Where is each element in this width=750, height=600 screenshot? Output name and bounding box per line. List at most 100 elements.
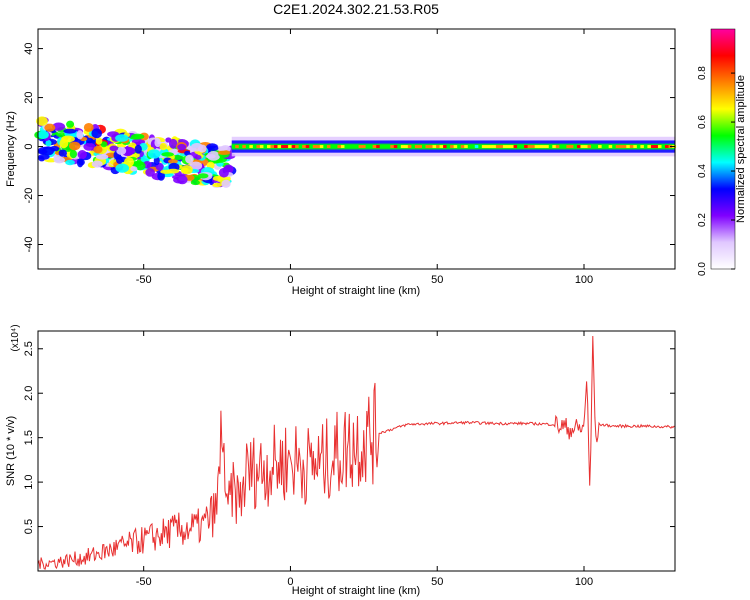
heatmap-cell [161,152,174,157]
heatmap-cell [263,145,268,149]
heatmap-cell [608,145,613,149]
heatmap-cell [323,145,328,149]
heatmap-cell [485,145,490,149]
colorbar-label: Normalized spectral amplitude [735,75,747,223]
heatmap-cell [235,145,240,149]
heatmap-cell [337,145,342,149]
colorbar-ticks: 0.0 0.2 0.4 0.6 0.8 [697,66,735,276]
heatmap-cell [176,175,188,185]
heatmap-cell [478,145,483,149]
figure-title: C2E1.2024.302.21.53.R05 [273,1,439,17]
snr-x-tick-label: 100 [575,576,593,588]
heatmap-cell [147,149,161,159]
heatmap-cell [93,145,103,154]
heatmap-cell [330,145,335,149]
heatmap-cell [36,116,48,126]
heatmap-cell [665,145,670,149]
heatmap-cell [654,145,659,149]
heatmap-x-tick-label: 0 [287,274,293,286]
snr-x-axis-label: Height of straight line (km) [292,585,420,597]
colorbar-bar [710,28,736,270]
heatmap-x-ticks: -50 0 50 100 [136,29,593,286]
heatmap-cell [65,159,75,166]
heatmap-cell [38,153,50,160]
heatmap-cell [295,145,300,149]
heatmap-cell [527,145,532,149]
heatmap-cell [633,145,638,149]
heatmap-cell [383,145,388,149]
heatmap-y-tick-label: 20 [23,91,35,103]
heatmap-cell [647,145,652,149]
heatmap-cell [562,145,567,149]
snr-y-tick-label: 1.0 [23,474,35,489]
heatmap-cell [266,145,271,149]
heatmap-x-tick-label: 50 [431,274,443,286]
heatmap-cell [661,145,666,149]
heatmap-cell [615,145,620,149]
heatmap-cell [362,145,367,149]
snr-series-line [37,335,676,570]
heatmap-cells [34,116,677,188]
snr-x-tick-label: 50 [431,576,443,588]
snr-y-tick-label: 2.0 [23,386,35,401]
heatmap-cell [429,145,434,149]
heatmap-cell [626,145,631,149]
heatmap-cell [134,144,142,154]
heatmap-cell [133,152,140,158]
heatmap-cell [270,145,275,149]
heatmap-cell [467,145,472,149]
heatmap-cell [305,145,310,149]
heatmap-panel: -50 0 50 100 -40 -20 0 20 40 Height of straight… [5,28,677,297]
heatmap-cell [636,145,641,149]
heatmap-cell [400,145,405,149]
heatmap-cell [584,145,588,149]
heatmap-frame [37,28,676,270]
snr-y-ticks: 0.5 1.0 1.5 2.0 2.5 [23,341,675,534]
heatmap-cell [59,138,69,149]
heatmap-cell [52,122,66,131]
heatmap-cell [640,145,645,149]
heatmap-cell [91,128,103,139]
heatmap-cell [116,146,127,156]
heatmap-cell [63,128,77,134]
heatmap-cell [492,145,497,149]
snr-x-tick-label: -50 [136,576,152,588]
heatmap-cell [502,145,507,149]
heatmap-cell [298,145,303,149]
heatmap-cell [598,145,603,149]
heatmap-cell [411,145,416,149]
heatmap-cell [453,145,458,149]
heatmap-cell [37,130,49,139]
colorbar: 0.0 0.2 0.4 0.6 0.8 Normalized spectral ampl… [697,28,747,276]
heatmap-cell [309,145,314,149]
heatmap-cell [436,145,441,149]
heatmap-cell [168,138,178,149]
heatmap-cell [555,145,560,149]
heatmap-cell [130,133,145,140]
snr-x-tick-label: 0 [287,576,293,588]
heatmap-cell [566,145,571,149]
heatmap-cell [189,161,203,171]
heatmap-cell [166,168,180,174]
heatmap-cell [44,123,56,132]
heatmap-cell [576,145,581,149]
heatmap-cell [643,145,648,149]
heatmap-cell [45,139,52,147]
heatmap-cell [351,145,356,149]
heatmap-cell [629,145,634,149]
heatmap-y-tick-label: -40 [23,237,35,253]
heatmap-cell [281,145,286,149]
heatmap-cell [109,145,119,152]
heatmap-cell [355,145,360,149]
heatmap-cell [443,145,448,149]
heatmap-cell [548,145,553,149]
heatmap-cell [414,145,419,149]
heatmap-cell [288,145,293,149]
heatmap-cell [559,145,564,149]
heatmap-cell [495,145,500,149]
heatmap-cell [212,176,223,182]
heatmap-x-tick-label: 100 [575,274,593,286]
heatmap-cell [488,145,493,149]
heatmap-cell [302,145,307,149]
